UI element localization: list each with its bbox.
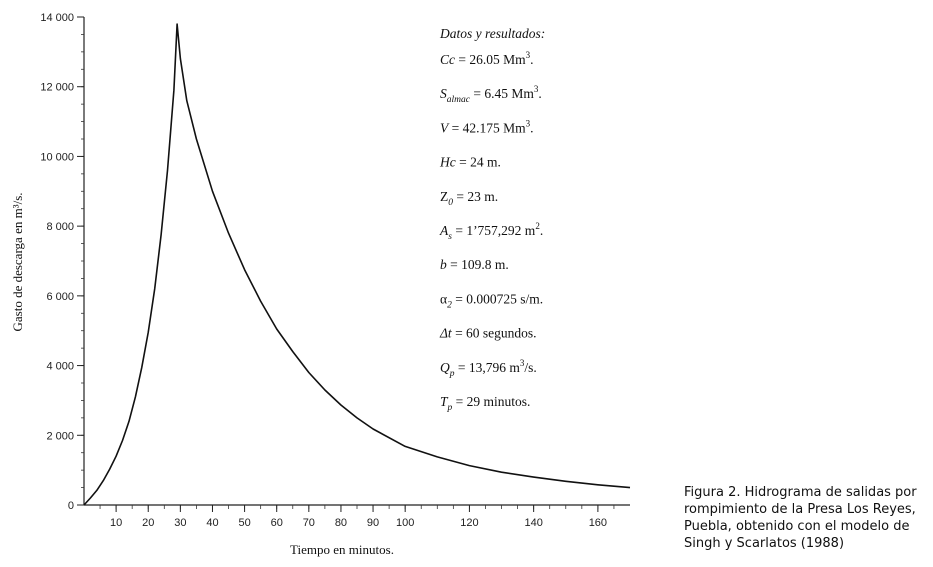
annotation-line: Z0 = 23 m. bbox=[440, 189, 498, 208]
series-group bbox=[83, 23, 631, 506]
annotation-line: As = 1’757,292 m2. bbox=[439, 221, 543, 242]
figure-caption: Figura 2. Hidrograma de salidas por romp… bbox=[684, 485, 917, 551]
x-tick-label: 140 bbox=[524, 517, 542, 529]
annotation-line: Qp = 13,796 m3/s. bbox=[440, 358, 537, 379]
axes bbox=[83, 17, 630, 506]
y-tick-label: 0 bbox=[68, 500, 74, 512]
x-tick-label: 20 bbox=[142, 517, 154, 529]
y-tick-label: 6 000 bbox=[46, 291, 74, 303]
data-results-panel: Datos y resultados: Cc = 26.05 Mm3. Salma… bbox=[439, 26, 545, 413]
x-axis-title: Tiempo en minutos. bbox=[290, 542, 394, 557]
x-tick-label: 80 bbox=[335, 517, 347, 529]
annotation-line: b = 109.8 m. bbox=[440, 257, 509, 272]
y-tick-label: 2 000 bbox=[46, 430, 74, 442]
annotation-line: Salmac = 6.45 Mm3. bbox=[440, 84, 542, 105]
y-tick-label: 12 000 bbox=[40, 82, 74, 94]
x-tick-label: 160 bbox=[589, 517, 607, 529]
y-tick-label: 10 000 bbox=[40, 151, 74, 163]
annotation-heading: Datos y resultados: bbox=[439, 26, 545, 41]
annotation-line: Hc = 24 m. bbox=[439, 155, 501, 170]
y-tick-label: 14 000 bbox=[40, 12, 74, 24]
x-tick-label: 120 bbox=[460, 517, 478, 529]
annotation-line: V = 42.175 Mm3. bbox=[440, 118, 534, 135]
x-tick-label: 50 bbox=[238, 517, 250, 529]
x-tick-label: 30 bbox=[174, 517, 186, 529]
annotation-line: Δt = 60 segundos. bbox=[439, 326, 537, 341]
hydrograph-line bbox=[83, 23, 631, 506]
x-tick-label: 60 bbox=[271, 517, 283, 529]
annotation-line: Cc = 26.05 Mm3. bbox=[440, 50, 534, 67]
x-tick-label: 90 bbox=[367, 517, 379, 529]
axis-ticks: 10 20 30 40 50 60 70 80 90 100 120 140 160 0 2 000 4 00… bbox=[40, 12, 615, 529]
x-tick-label: 40 bbox=[206, 517, 218, 529]
y-tick-label: 8 000 bbox=[46, 221, 74, 233]
y-tick-label: 4 000 bbox=[46, 361, 74, 373]
y-axis-title: Gasto de descarga en m³/s. bbox=[10, 192, 25, 331]
x-tick-label: 70 bbox=[303, 517, 315, 529]
x-tick-label: 100 bbox=[396, 517, 414, 529]
annotation-line: α2 = 0.000725 s/m. bbox=[440, 291, 543, 310]
x-tick-label: 10 bbox=[110, 517, 122, 529]
annotation-line: Tp = 29 minutos. bbox=[440, 394, 530, 413]
